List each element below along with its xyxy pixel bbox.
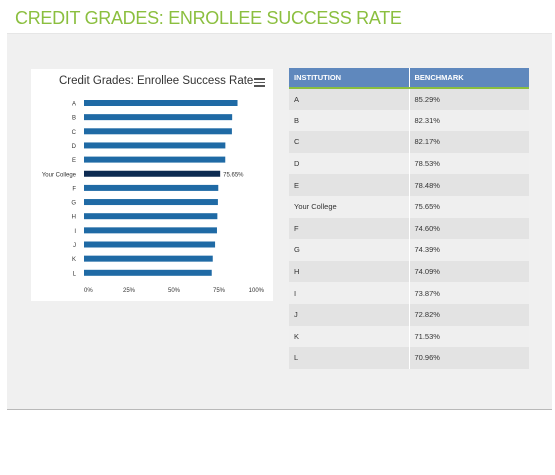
bar[interactable] [84,241,216,248]
table-row: Your College 75.65% [289,195,529,218]
bar[interactable] [84,142,226,149]
header-benchmark: BENCHMARK [408,68,529,89]
x-tick-label: 25% [123,288,136,294]
category-label: Your College [42,172,77,178]
bar[interactable] [84,100,238,106]
institution-cell: G [289,239,409,261]
bar[interactable] [84,156,226,163]
data-label: 75.65% [223,172,244,178]
x-tick-label: 75% [213,288,226,294]
bar[interactable] [84,128,232,135]
category-label: C [72,130,77,136]
benchmark-cell: 74.60% [408,217,529,240]
table-row: L 70.96% [289,347,529,369]
institution-cell: J [289,303,409,326]
institution-cell: B [289,109,409,132]
benchmark-cell: 70.96% [408,347,529,369]
benchmark-cell: 74.09% [408,260,529,283]
bar[interactable] [84,227,217,234]
category-label: H [72,215,76,221]
category-label: I [74,229,76,235]
institution-cell: D [289,152,409,175]
hamburger-menu-icon[interactable] [254,78,265,87]
benchmark-cell: 74.39% [408,239,529,261]
institution-cell: Your College [289,195,409,218]
benchmark-cell: 72.82% [408,303,529,326]
table-header-row: INSTITUTION BENCHMARK [289,68,529,89]
category-label: E [72,158,76,164]
benchmark-cell: 71.53% [408,325,529,348]
institution-cell: C [289,131,409,153]
x-tick-label: 50% [168,288,181,294]
benchmark-cell: 78.53% [408,152,529,175]
bar[interactable] [84,269,212,276]
benchmark-table: INSTITUTION BENCHMARK A 85.29% B 82.31% C 82.… [289,68,529,369]
table-row: C 82.17% [289,131,529,153]
header-institution: INSTITUTION [289,68,409,89]
bar[interactable] [84,213,218,220]
institution-cell: L [289,347,409,369]
institution-cell: A [289,88,409,110]
chart-title: Credit Grades: Enrollee Success Rate [59,75,254,87]
benchmark-cell: 75.65% [408,195,529,218]
benchmark-cell: 82.17% [408,131,529,153]
benchmark-cell: 82.31% [408,109,529,132]
page-title: CREDIT GRADES: ENROLLEE SUCCESS RATE [15,8,402,28]
table-row: I 73.87% [289,282,529,304]
institution-cell: H [289,260,409,283]
bar-chart: A B C D E Your College 75.65% F G H I J K L 0% 25% 50% 75… [42,100,265,294]
category-label: K [72,257,76,263]
x-tick-label: 100% [249,288,265,294]
institution-cell: I [289,282,409,304]
category-label: A [72,102,76,108]
bar[interactable] [84,199,218,206]
institution-cell: K [289,325,409,348]
benchmark-cell: 85.29% [408,88,529,110]
category-label: G [71,201,76,207]
category-label: F [72,186,76,192]
table-row: K 71.53% [289,325,529,348]
benchmark-cell: 73.87% [408,282,529,304]
benchmark-cell: 78.48% [408,174,529,196]
bar[interactable] [84,255,213,262]
table-row: A 85.29% [289,88,529,110]
table-row: J 72.82% [289,303,529,326]
institution-cell: F [289,217,409,240]
category-label: B [72,116,76,122]
table-row: B 82.31% [289,109,529,132]
institution-cell: E [289,174,409,196]
x-tick-label: 0% [84,288,93,294]
table-row: G 74.39% [289,239,529,261]
table-row: F 74.60% [289,217,529,240]
table-row: E 78.48% [289,174,529,196]
table-row: D 78.53% [289,152,529,175]
bar[interactable] [84,114,233,121]
bar-highlight[interactable] [84,170,221,177]
table-row: H 74.09% [289,260,529,283]
category-label: L [73,271,77,277]
bar[interactable] [84,184,219,191]
chart-card: Credit Grades: Enrollee Success Rate A B C… [31,69,273,301]
category-label: D [72,144,77,150]
category-label: J [73,243,76,249]
